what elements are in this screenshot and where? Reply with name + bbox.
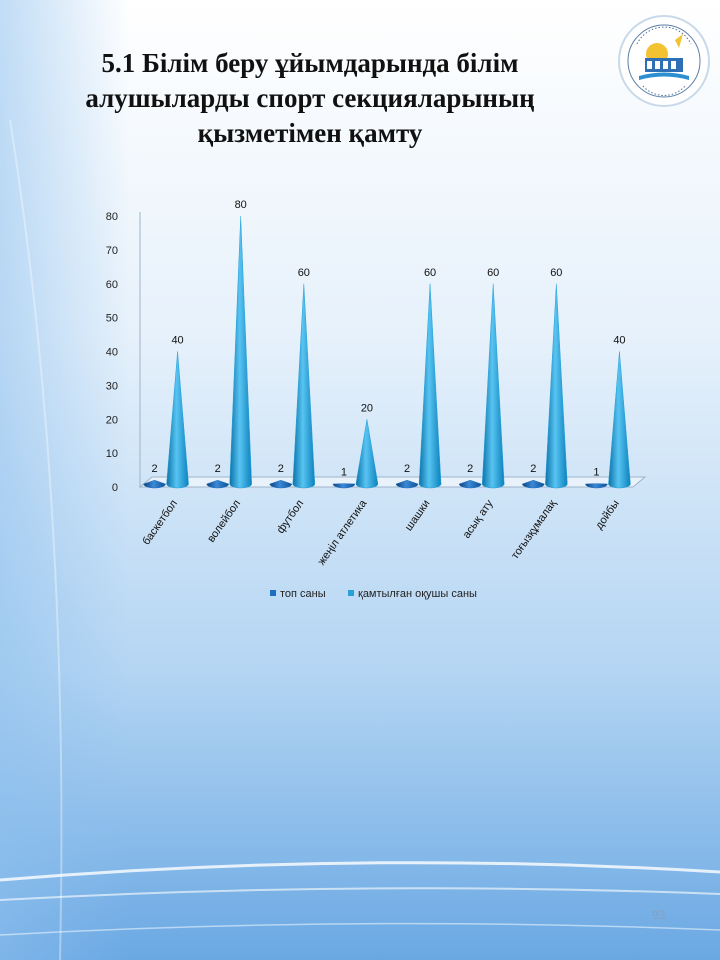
title-line-3: қызметімен қамту	[197, 118, 423, 148]
cone-series-2	[608, 351, 631, 489]
cone-series-2	[418, 283, 442, 489]
title-line-2: алушыларды спорт секцияларының	[85, 83, 535, 113]
data-label: 2	[215, 463, 221, 475]
data-label: 2	[530, 463, 536, 475]
category-label: волейбол	[205, 498, 243, 545]
data-label: 80	[235, 199, 247, 211]
cone-series-1	[395, 479, 419, 489]
y-tick-label: 70	[106, 245, 118, 257]
y-tick-label: 20	[106, 414, 118, 426]
category-label: тоғызқұмалақ	[509, 498, 559, 562]
data-label: 40	[613, 335, 625, 347]
school-emblem-icon	[618, 15, 710, 107]
data-label: 2	[278, 463, 284, 475]
cone-series-1	[143, 479, 166, 489]
data-label: 1	[341, 467, 347, 479]
cone-series-2	[292, 283, 316, 489]
data-label: 60	[424, 267, 436, 279]
data-label: 40	[171, 335, 183, 347]
data-label: 20	[361, 402, 373, 414]
title-line-1: 5.1 Білім беру ұйымдарында білім	[101, 48, 519, 78]
legend-entry: топ саны	[280, 588, 326, 600]
data-label: 60	[487, 267, 499, 279]
data-label: 2	[152, 463, 158, 475]
category-label: шашки	[403, 498, 433, 533]
data-label: 1	[593, 467, 599, 479]
data-label: 60	[298, 267, 310, 279]
y-tick-label: 10	[106, 448, 118, 460]
category-label: футбол	[275, 498, 307, 536]
cone-series-1	[269, 479, 293, 489]
cone-series-2	[166, 351, 189, 489]
y-tick-label: 0	[112, 482, 118, 494]
slide-title: 5.1 Білім беру ұйымдарында білім алушыла…	[60, 46, 560, 151]
cone-series-2	[481, 283, 505, 489]
category-label: дойбы	[593, 498, 622, 532]
cone-series-2	[229, 215, 252, 489]
category-label: жеңіл атлетика	[316, 497, 370, 567]
cone-series-1	[206, 479, 229, 489]
cone-series-1	[522, 479, 545, 489]
data-label: 2	[404, 463, 410, 475]
legend-swatch	[348, 590, 354, 596]
y-tick-label: 60	[106, 279, 118, 291]
cone-series-1	[585, 483, 608, 489]
category-label: асық ату	[461, 497, 496, 540]
data-label: 2	[467, 463, 473, 475]
page-number: 93	[652, 908, 666, 922]
y-tick-label: 30	[106, 380, 118, 392]
y-tick-label: 80	[106, 211, 118, 223]
cone-series-2	[355, 419, 379, 489]
cone-series-1	[332, 483, 356, 489]
category-label: баскетбол	[140, 498, 180, 547]
cone-series-2	[545, 283, 568, 489]
cone-series-1	[458, 479, 482, 489]
data-label: 60	[550, 267, 562, 279]
y-tick-label: 50	[106, 313, 118, 325]
legend-swatch	[270, 590, 276, 596]
y-tick-label: 40	[106, 347, 118, 359]
legend-entry: қамтылған оқушы саны	[358, 588, 477, 600]
